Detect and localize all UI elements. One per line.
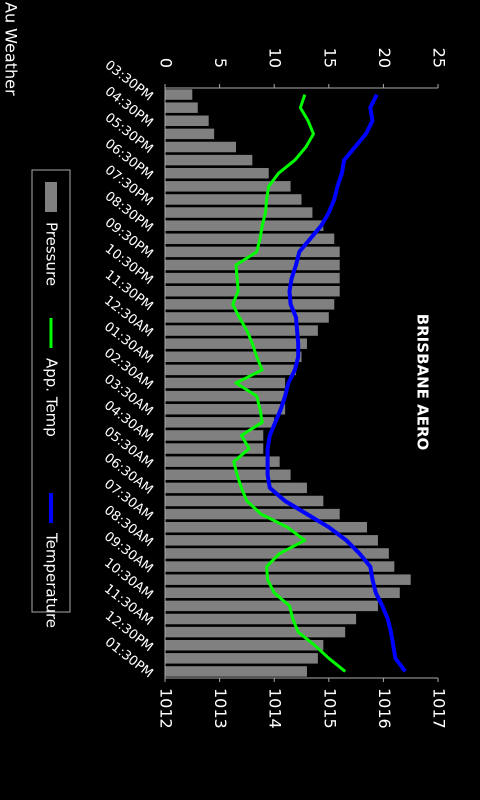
bar — [165, 233, 335, 245]
bar — [165, 246, 340, 258]
bar — [165, 272, 340, 284]
bar — [165, 220, 324, 231]
bar — [165, 364, 297, 376]
bar — [164, 403, 286, 415]
bar — [165, 285, 340, 297]
y-tick-label: 10 — [266, 48, 285, 68]
bar — [165, 482, 307, 494]
bar — [165, 417, 275, 428]
bar — [165, 548, 389, 559]
bar — [165, 338, 307, 349]
y-tick-label: 15 — [320, 48, 339, 68]
bar — [165, 299, 335, 310]
bar — [165, 351, 302, 363]
bar — [164, 561, 395, 572]
bar — [165, 167, 269, 179]
bar — [165, 666, 307, 677]
bar — [165, 325, 318, 336]
line-series — [231, 94, 347, 673]
bar — [165, 456, 280, 467]
bar — [164, 141, 236, 153]
legend-label: Pressure — [43, 222, 61, 286]
chart-title: BRISBANE AERO — [414, 314, 432, 451]
y-tick-label: 25 — [430, 48, 449, 68]
y2-tick-label: 1016 — [375, 688, 394, 729]
y-tick-label: 0 — [157, 58, 176, 68]
legend-box — [31, 169, 71, 613]
bar — [165, 587, 400, 599]
legend-label: App. Temp — [43, 358, 61, 437]
bar — [165, 600, 378, 612]
y-tick-label: 5 — [211, 58, 230, 68]
legend-swatch — [45, 182, 57, 212]
app-title: Au Weather — [2, 2, 21, 96]
bar — [165, 535, 378, 546]
bar — [165, 102, 198, 113]
y2-tick-label: 1014 — [266, 688, 285, 729]
bar — [165, 443, 264, 454]
bar — [165, 574, 411, 585]
bar — [165, 508, 340, 520]
bar — [165, 469, 291, 481]
bar — [165, 207, 313, 218]
bar — [165, 181, 291, 192]
bar — [165, 128, 215, 140]
y2-tick-label: 1012 — [157, 688, 176, 729]
bar — [165, 312, 329, 323]
bar — [164, 613, 357, 625]
line-series — [265, 93, 407, 673]
bar — [165, 430, 264, 441]
bar — [165, 259, 340, 271]
y2-tick-label: 1017 — [430, 688, 449, 729]
bar — [165, 626, 346, 638]
bar — [164, 377, 286, 389]
bar — [165, 639, 324, 651]
bar — [164, 89, 193, 100]
bar — [164, 390, 286, 402]
y-tick-label: 20 — [375, 48, 394, 68]
y2-tick-label: 1013 — [211, 688, 230, 729]
bar — [164, 521, 368, 533]
legend-label: Temperature — [43, 532, 61, 628]
bar — [165, 194, 302, 205]
bar — [165, 154, 253, 166]
bar — [165, 653, 318, 664]
y2-tick-label: 1015 — [320, 688, 339, 729]
bar — [164, 115, 209, 127]
